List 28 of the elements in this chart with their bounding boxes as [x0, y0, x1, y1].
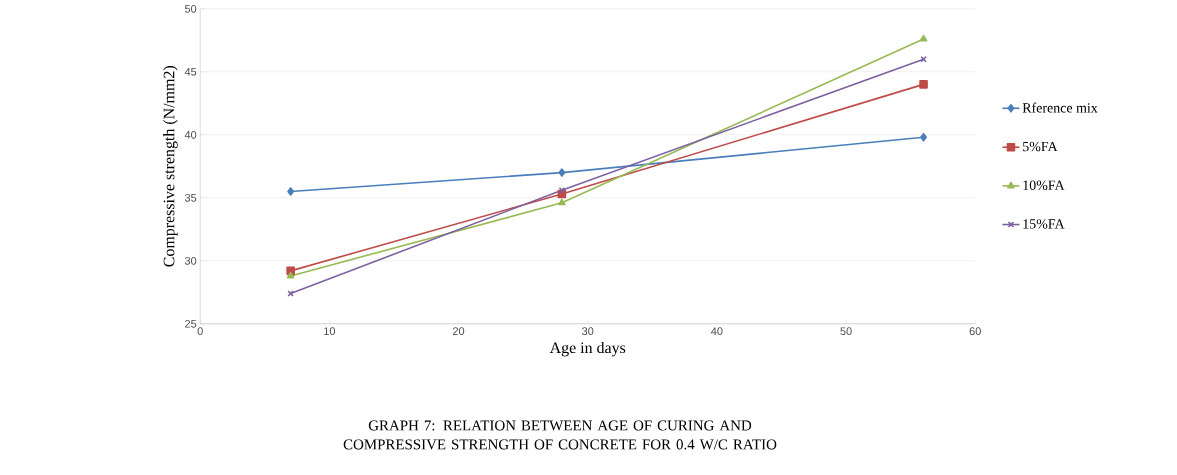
legend-label: 15%FA	[1023, 219, 1065, 229]
x-tick-label: 10	[324, 327, 336, 336]
y-tick-label: 45	[184, 67, 197, 76]
legend-label: Rference mix	[1022, 102, 1098, 113]
x-tick-label: 0	[197, 327, 203, 336]
x-tick-label: 50	[840, 327, 852, 336]
text: GRAPH 7: RELATION BETWEEN AGE OF CURING AND COMPRESSIVE STRENGTH OF CONCRETE FOR 0.4 W/C RATIO	[343, 420, 777, 450]
y-tick-label: 50	[184, 4, 197, 13]
x-tick-label: 20	[453, 327, 465, 336]
point	[919, 80, 928, 89]
y-tick-label: 30	[184, 256, 197, 265]
point	[919, 34, 928, 42]
point	[287, 187, 295, 196]
y-axis-title: Compressive strength (N/mm2)	[163, 66, 178, 267]
legend-label: 10%FA	[1023, 180, 1065, 190]
y-tick-label: 40	[184, 130, 197, 139]
legend-label: 5%FA	[1023, 141, 1058, 152]
point	[920, 133, 927, 142]
point	[286, 271, 295, 279]
point	[558, 186, 566, 194]
x-tick-label: 30	[582, 327, 594, 336]
point	[558, 168, 566, 177]
y-tick-label: 25	[185, 319, 197, 328]
y-tick-label: 35	[184, 193, 197, 202]
x-axis-title: Age in days	[549, 341, 626, 357]
x-tick-label: 60	[969, 327, 981, 336]
point	[558, 198, 566, 206]
x-tick-label: 40	[711, 327, 723, 336]
